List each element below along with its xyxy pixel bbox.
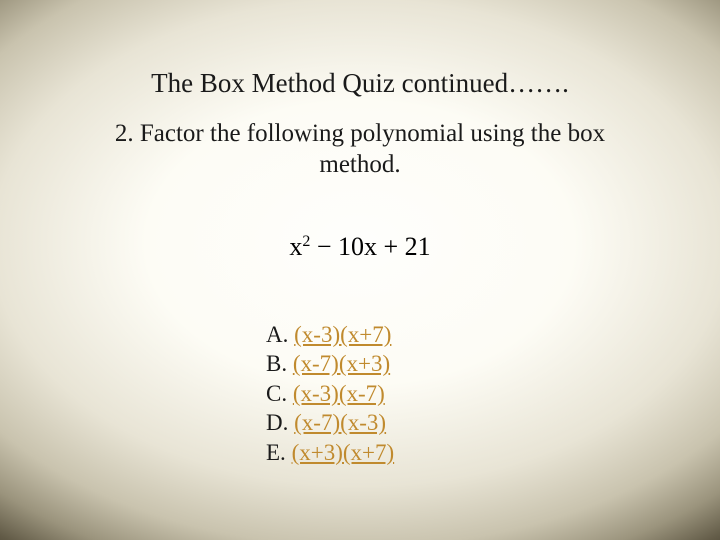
- answer-letter: B.: [266, 351, 287, 376]
- answer-letter: D.: [266, 410, 288, 435]
- answer-row: E. (x+3)(x+7): [266, 438, 394, 467]
- answer-link-a[interactable]: (x-3)(x+7): [294, 322, 391, 347]
- polynomial-expression: x2 − 10x + 21: [0, 232, 720, 262]
- answer-link-b[interactable]: (x-7)(x+3): [293, 351, 390, 376]
- answer-letter: E.: [266, 440, 286, 465]
- answer-letter: C.: [266, 381, 287, 406]
- answer-row: C. (x-3)(x-7): [266, 379, 394, 408]
- answer-link-e[interactable]: (x+3)(x+7): [292, 440, 395, 465]
- answer-list: A. (x-3)(x+7) B. (x-7)(x+3) C. (x-3)(x-7…: [266, 320, 394, 467]
- answer-row: D. (x-7)(x-3): [266, 408, 394, 437]
- poly-base: x: [289, 232, 302, 261]
- slide: The Box Method Quiz continued……. 2. Fact…: [0, 0, 720, 540]
- poly-exponent: 2: [302, 233, 310, 250]
- poly-rest: − 10x + 21: [310, 232, 430, 261]
- answer-row: A. (x-3)(x+7): [266, 320, 394, 349]
- answer-row: B. (x-7)(x+3): [266, 349, 394, 378]
- slide-title: The Box Method Quiz continued…….: [0, 68, 720, 99]
- question-text: 2. Factor the following polynomial using…: [80, 118, 640, 181]
- answer-link-d[interactable]: (x-7)(x-3): [294, 410, 386, 435]
- answer-link-c[interactable]: (x-3)(x-7): [293, 381, 385, 406]
- answer-letter: A.: [266, 322, 288, 347]
